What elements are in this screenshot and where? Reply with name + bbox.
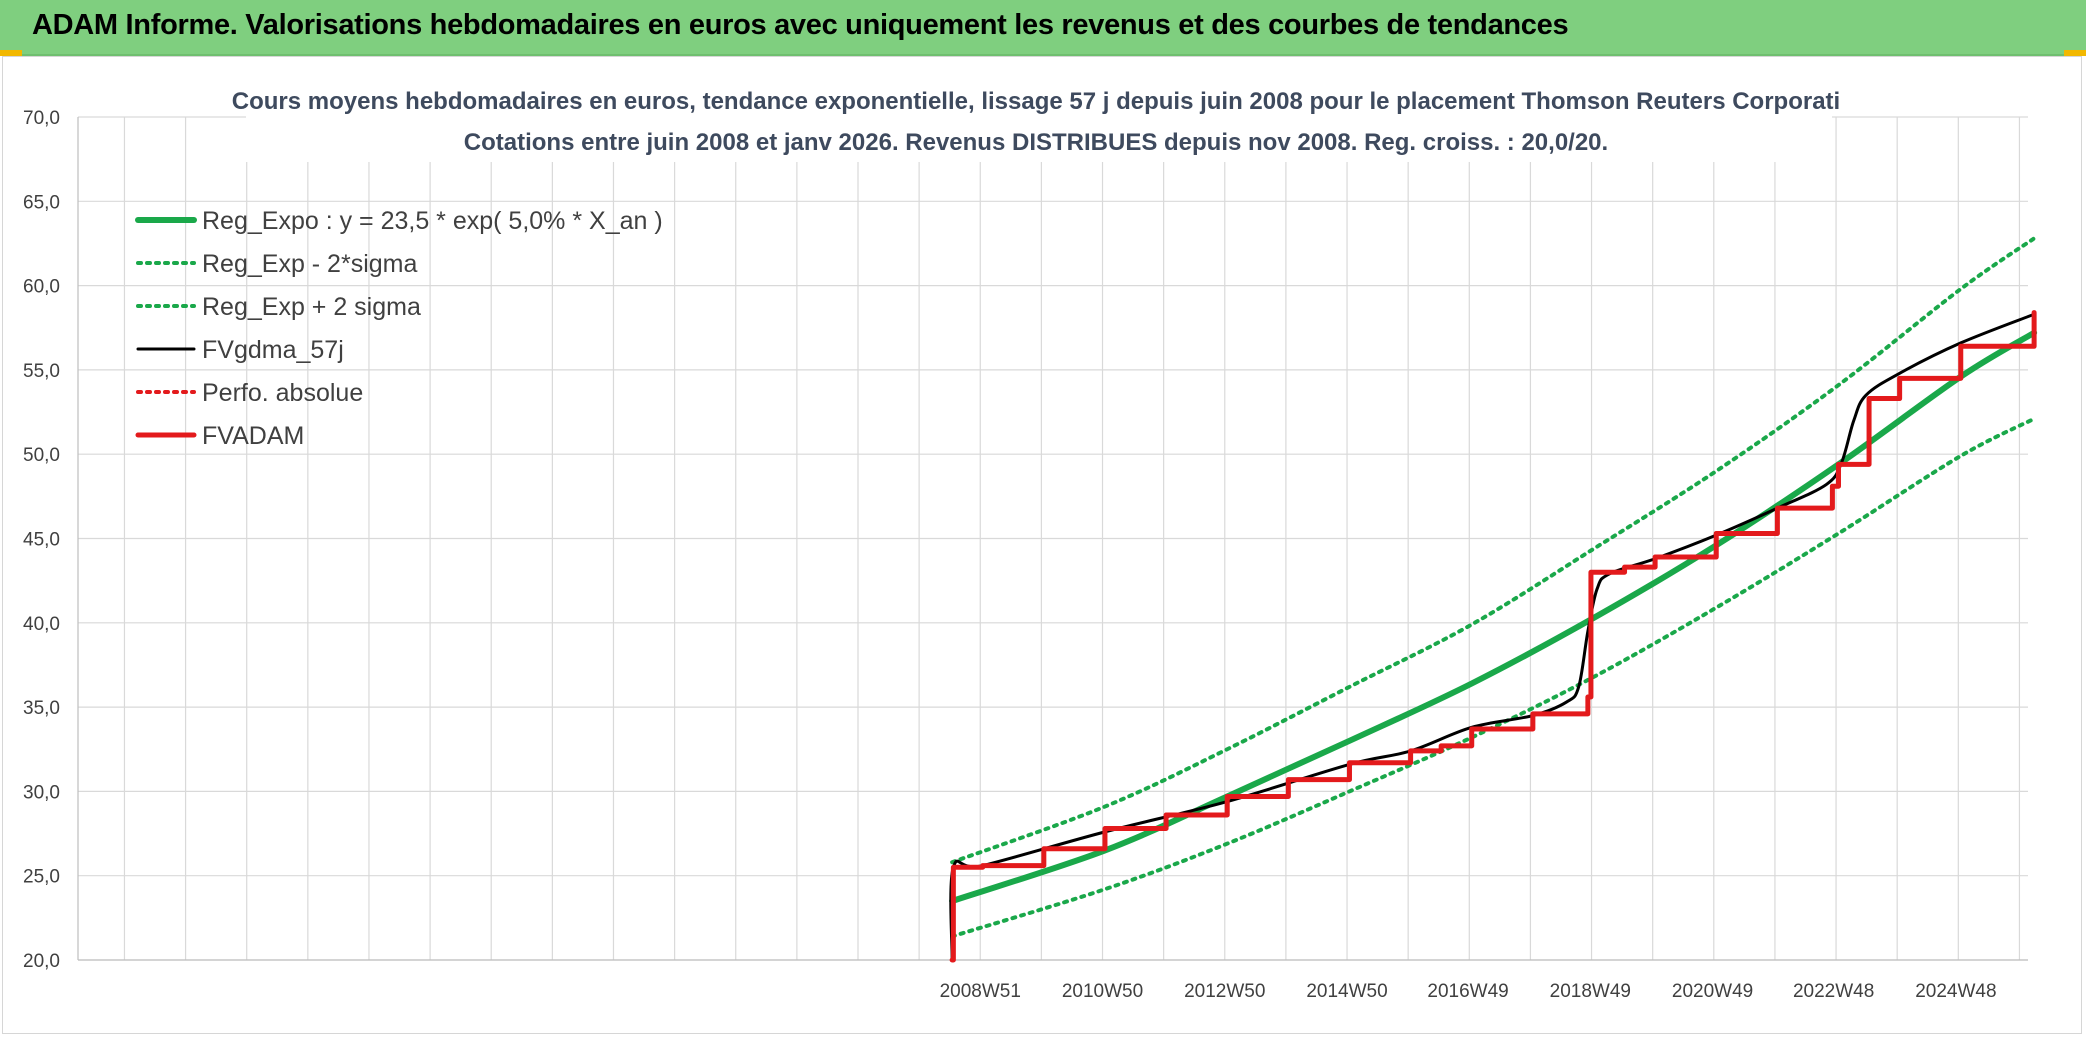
- x-tick-label: 2022W48: [1793, 981, 1874, 1002]
- corner-marker: [2064, 50, 2086, 56]
- legend-label: FVgdma_57j: [202, 336, 344, 364]
- legend-label: Reg_Exp - 2*sigma: [202, 250, 417, 278]
- x-tick-label: 2012W50: [1184, 981, 1265, 1002]
- y-tick-label: 25,0: [23, 867, 60, 888]
- x-tick-label: 2010W50: [1062, 981, 1143, 1002]
- report-header: ADAM Informe. Valorisations hebdomadaire…: [0, 0, 2086, 56]
- chart-title-line2: Cotations entre juin 2008 et janv 2026. …: [464, 129, 1608, 156]
- y-tick-label: 60,0: [23, 277, 60, 298]
- y-tick-label: 30,0: [23, 782, 60, 803]
- series-line: [950, 236, 2037, 865]
- y-tick-label: 35,0: [23, 698, 60, 719]
- x-tick-label: 2016W49: [1427, 981, 1508, 1002]
- chart-title-background: [246, 82, 1832, 162]
- y-tick-label: 40,0: [23, 614, 60, 635]
- x-tick-label: 2008W51: [940, 981, 1021, 1002]
- series-line: [949, 329, 2038, 904]
- chart-title-line1: Cours moyens hebdomadaires en euros, ten…: [232, 88, 1840, 115]
- y-tick-label: 20,0: [23, 951, 60, 972]
- y-tick-label: 55,0: [23, 361, 60, 382]
- x-tick-label: 2014W50: [1306, 981, 1387, 1002]
- series-line: [949, 312, 2036, 962]
- legend-label: Reg_Exp + 2 sigma: [202, 293, 421, 321]
- report-title: ADAM Informe. Valorisations hebdomadaire…: [32, 9, 1569, 41]
- y-tick-label: 45,0: [23, 530, 60, 551]
- chart-frame: [2, 56, 2082, 1034]
- x-tick-label: 2024W48: [1915, 981, 1996, 1002]
- legend-label: Perfo. absolue: [202, 379, 363, 407]
- series-line: [950, 416, 2037, 939]
- grid-layer: [77, 116, 2028, 961]
- x-tick-label: 2018W49: [1550, 981, 1631, 1002]
- legend-label: Reg_Expo : y = 23,5 * exp( 5,0% * X_an ): [202, 207, 663, 235]
- corner-marker: [0, 50, 22, 56]
- y-tick-label: 50,0: [23, 445, 60, 466]
- y-tick-label: 70,0: [23, 108, 60, 129]
- series-line: [949, 310, 2037, 963]
- x-tick-label: 2020W49: [1672, 981, 1753, 1002]
- y-tick-label: 65,0: [23, 192, 60, 213]
- legend-label: FVADAM: [202, 422, 304, 450]
